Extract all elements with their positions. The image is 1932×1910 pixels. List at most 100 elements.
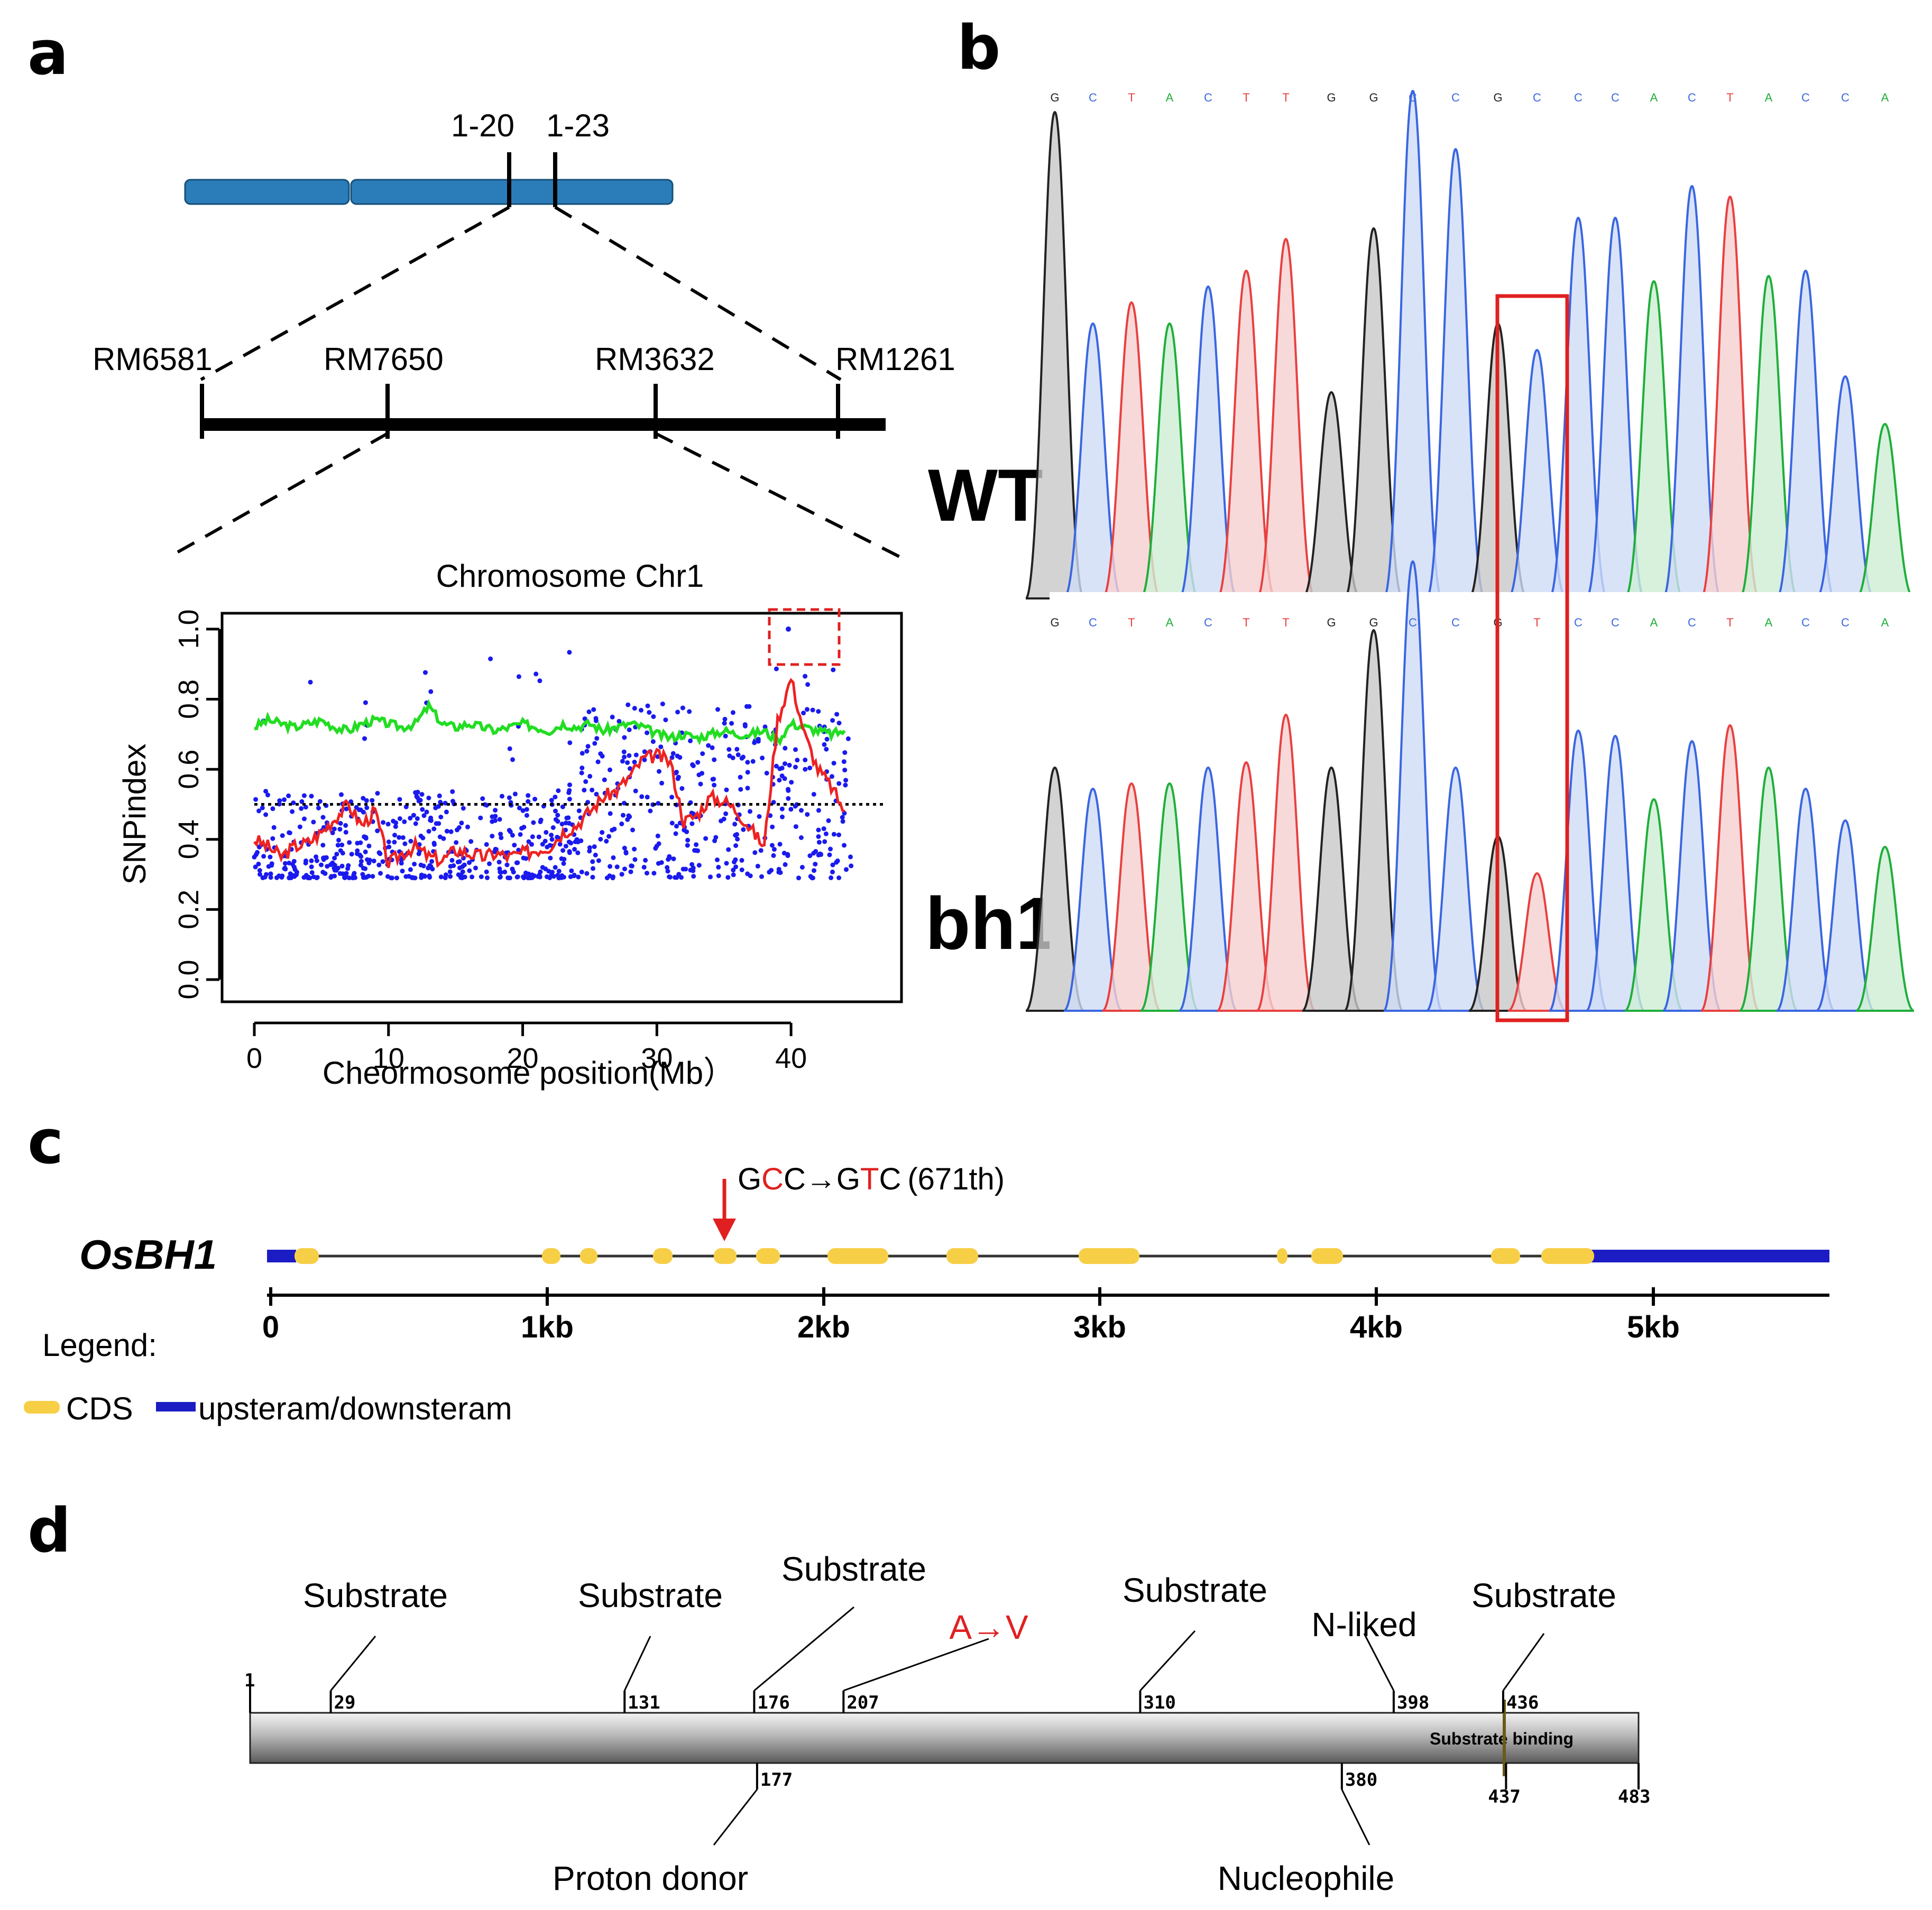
- snp-point: [510, 833, 515, 838]
- snp-point: [360, 872, 365, 877]
- snp-point: [691, 868, 696, 873]
- base-call: T: [1726, 91, 1733, 104]
- snp-point: [650, 739, 656, 744]
- snp-point: [805, 812, 810, 817]
- chromosome-segment-1: [184, 179, 350, 205]
- base-call: C: [1574, 616, 1583, 629]
- base-call: G: [1327, 91, 1336, 104]
- base-call: G: [1327, 616, 1336, 629]
- snp-point: [438, 815, 444, 819]
- snp-point: [375, 791, 380, 796]
- base-call: T: [1726, 616, 1733, 629]
- base-call: A: [1166, 91, 1174, 104]
- chromosome-segment-2: [350, 179, 674, 205]
- snp-point: [465, 824, 470, 829]
- snp-point: [392, 839, 397, 845]
- snp-point: [427, 875, 433, 880]
- snp-point: [733, 864, 739, 870]
- snp-point: [371, 859, 376, 864]
- gene-axis-label: 5kb: [1627, 1310, 1680, 1344]
- snp-point: [696, 863, 702, 868]
- snp-point: [742, 722, 748, 727]
- snp-point: [423, 670, 428, 675]
- snp-point: [428, 689, 434, 694]
- legend-title: Legend:: [42, 1327, 157, 1363]
- snp-point: [757, 814, 762, 819]
- trace-peak: [1256, 713, 1316, 1012]
- snp-point: [628, 869, 633, 874]
- snp-point: [598, 837, 603, 842]
- snp-point: [381, 820, 386, 825]
- snp-point: [665, 869, 670, 874]
- snp-point: [428, 818, 433, 823]
- snp-point: [426, 865, 431, 871]
- snp-point: [622, 754, 627, 760]
- snp-point: [397, 835, 402, 840]
- snp-point: [339, 792, 344, 797]
- x-tick-label: 20: [507, 1042, 539, 1074]
- site-leader: [1139, 1630, 1196, 1692]
- snp-point: [399, 861, 404, 866]
- snp-point: [468, 839, 474, 844]
- snp-point: [499, 835, 504, 841]
- snp-point: [391, 818, 396, 824]
- base-call: C: [1688, 91, 1696, 104]
- snp-point: [590, 859, 595, 864]
- gene-axis-label: 3kb: [1073, 1310, 1126, 1344]
- snp-point: [656, 801, 661, 806]
- snp-point: [339, 842, 345, 847]
- snp-point: [741, 754, 746, 760]
- zoom-line-right: [554, 206, 842, 381]
- snp-point: [632, 846, 637, 852]
- snp-point: [786, 626, 792, 632]
- snp-point: [770, 824, 775, 829]
- snp-point: [303, 805, 308, 810]
- snp-point: [675, 776, 680, 781]
- snp-point: [432, 842, 437, 847]
- snp-point: [355, 848, 360, 853]
- trace-peak: [1700, 724, 1760, 1012]
- snp-point: [564, 815, 569, 820]
- snp-point: [522, 874, 528, 880]
- snp-point: [655, 833, 660, 838]
- snp-point: [376, 850, 382, 855]
- snp-point: [563, 820, 568, 826]
- x-tick-label: 10: [373, 1042, 404, 1074]
- exons: [295, 1248, 1594, 1264]
- snp-point: [630, 827, 635, 833]
- snp-point: [748, 809, 752, 814]
- snp-point: [561, 861, 566, 866]
- snp-point: [619, 822, 624, 826]
- snp-point: [600, 830, 605, 835]
- snp-point: [673, 831, 678, 836]
- base-call: C: [1841, 91, 1850, 104]
- snp-point: [562, 856, 567, 862]
- snp-point: [397, 797, 402, 802]
- snp-point: [437, 793, 442, 798]
- base-call: A: [1650, 616, 1658, 629]
- snp-point: [722, 721, 727, 726]
- site-label: Substrate: [781, 1550, 926, 1588]
- snp-point: [816, 827, 821, 833]
- base-call: T: [1128, 91, 1135, 104]
- snp-point: [332, 863, 337, 868]
- y-tick-label: 0.4: [173, 819, 205, 859]
- x-tick-label: 0: [246, 1042, 262, 1074]
- snp-point: [590, 874, 595, 880]
- snp-point: [544, 874, 549, 879]
- snp-point: [674, 824, 679, 829]
- snp-point: [715, 707, 720, 712]
- base-call: C: [1841, 616, 1850, 629]
- snp-point: [836, 875, 842, 880]
- snp-point: [567, 650, 572, 655]
- snp-point: [415, 795, 420, 800]
- y-tick-label: 0.0: [173, 959, 205, 999]
- snp-point: [621, 813, 625, 818]
- snp-point: [817, 851, 823, 856]
- snp-point: [361, 796, 366, 801]
- snp-point: [632, 760, 637, 764]
- snp-point: [643, 857, 648, 863]
- snp-point: [346, 875, 352, 881]
- panel-letter-d: d: [27, 1496, 71, 1566]
- snp-point: [556, 869, 562, 874]
